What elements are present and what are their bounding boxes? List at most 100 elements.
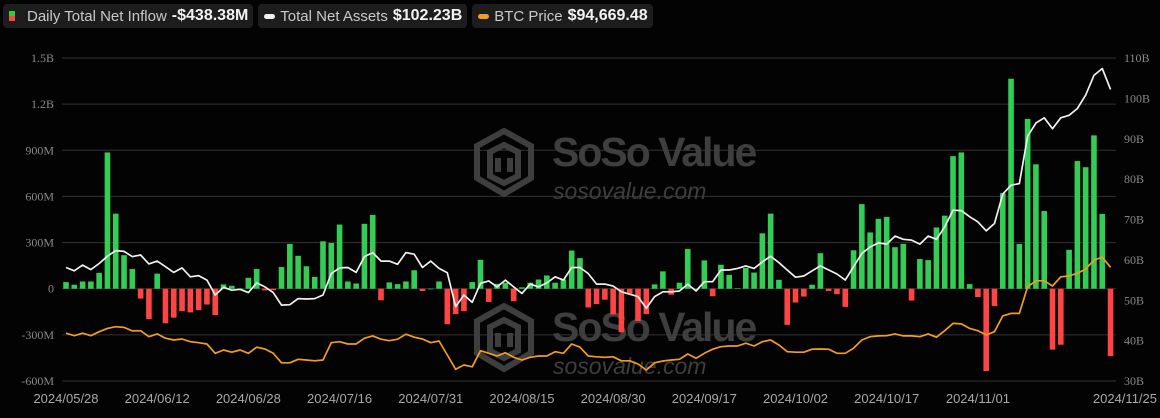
inflow-bar[interactable] [386,282,393,289]
inflow-bar[interactable] [1041,211,1048,289]
outflow-bar[interactable] [510,288,517,302]
outflow-bar[interactable] [485,288,492,302]
outflow-bar[interactable] [643,288,650,315]
inflow-bar[interactable] [469,282,476,289]
inflow-bar[interactable] [1008,78,1014,289]
inflow-bar[interactable] [245,277,252,289]
inflow-bar[interactable] [734,288,741,290]
inflow-bar[interactable] [701,260,708,289]
inflow-bar[interactable] [966,284,973,289]
inflow-bar[interactable] [121,255,127,289]
outflow-bar[interactable] [825,288,832,292]
inflow-bar[interactable] [726,274,732,289]
inflow-bar[interactable] [560,279,567,289]
inflow-bar[interactable] [568,250,575,289]
inflow-bar[interactable] [676,282,683,289]
outflow-bar[interactable] [908,288,915,301]
inflow-bar[interactable] [742,267,749,289]
outflow-bar[interactable] [784,288,791,325]
outflow-bar[interactable] [179,288,185,312]
outflow-bar[interactable] [419,288,426,292]
outflow-bar[interactable] [593,288,600,305]
outflow-bar[interactable] [610,288,616,315]
inflow-bar[interactable] [1024,118,1031,289]
inflow-bar[interactable] [817,253,824,289]
inflow-bar[interactable] [776,279,782,289]
outflow-bar[interactable] [1049,288,1056,350]
inflow-bar[interactable] [295,255,301,289]
inflow-bar[interactable] [1033,164,1039,289]
inflow-bar[interactable] [867,232,873,289]
inflow-bar[interactable] [1016,243,1023,289]
inflow-bar[interactable] [767,213,774,289]
outflow-bar[interactable] [162,288,169,324]
inflow-bar[interactable] [950,156,956,289]
legend-btc-price[interactable]: BTC Price $94,669.48 [472,4,653,28]
outflow-bar[interactable] [452,288,459,315]
inflow-bar[interactable] [345,281,351,289]
outflow-bar[interactable] [195,288,202,311]
inflow-bar[interactable] [278,267,285,289]
inflow-bar[interactable] [535,279,542,289]
outflow-bar[interactable] [378,288,384,301]
outflow-bar[interactable] [983,288,989,372]
inflow-bar[interactable] [328,243,335,289]
inflow-bar[interactable] [427,288,434,290]
inflow-bar[interactable] [229,285,235,289]
outflow-bar[interactable] [270,288,277,291]
inflow-bar[interactable] [917,259,923,289]
inflow-bar[interactable] [999,193,1006,289]
outflow-bar[interactable] [801,288,807,297]
inflow-bar[interactable] [303,266,310,289]
inflow-bar[interactable] [477,259,484,289]
outflow-bar[interactable] [1058,288,1064,345]
outflow-bar[interactable] [975,288,981,298]
inflow-bar[interactable] [850,250,857,289]
inflow-bar[interactable] [394,284,401,289]
inflow-bar[interactable] [651,284,658,289]
outflow-bar[interactable] [602,288,608,300]
inflow-bar[interactable] [411,270,417,289]
outflow-bar[interactable] [709,288,716,297]
inflow-bar[interactable] [933,227,940,289]
inflow-bar[interactable] [502,282,509,289]
legend-total-net-assets[interactable]: Total Net Assets $102.23B [258,4,468,28]
inflow-bar[interactable] [320,241,326,289]
inflow-bar[interactable] [96,272,102,289]
outflow-bar[interactable] [626,288,633,294]
inflow-bar[interactable] [809,284,815,289]
inflow-bar[interactable] [1074,161,1081,289]
inflow-bar[interactable] [684,248,691,289]
inflow-bar[interactable] [883,216,890,289]
outflow-bar[interactable] [842,288,849,307]
inflow-bar[interactable] [129,269,136,289]
inflow-bar[interactable] [751,272,757,289]
inflow-bar[interactable] [1091,135,1097,289]
outflow-bar[interactable] [991,288,998,307]
inflow-bar[interactable] [859,204,865,289]
outflow-bar[interactable] [137,288,144,299]
outflow-bar[interactable] [146,288,152,320]
outflow-bar[interactable] [212,288,219,316]
inflow-bar[interactable] [552,282,558,289]
outflow-bar[interactable] [635,288,641,322]
inflow-bar[interactable] [353,283,359,289]
outflow-bar[interactable] [461,288,467,312]
outflow-bar[interactable] [792,288,799,303]
inflow-bar[interactable] [287,243,293,289]
inflow-bar[interactable] [577,258,583,289]
inflow-bar[interactable] [253,269,260,289]
inflow-bar[interactable] [718,264,724,289]
inflow-bar[interactable] [941,215,948,289]
inflow-bar[interactable] [71,284,78,289]
outflow-bar[interactable] [834,288,840,295]
inflow-bar[interactable] [403,281,409,289]
inflow-bar[interactable] [1099,213,1106,289]
inflow-bar[interactable] [958,152,965,289]
inflow-bar[interactable] [436,281,442,289]
inflow-bar[interactable] [925,260,931,289]
inflow-bar[interactable] [63,282,69,289]
legend-daily-net-inflow[interactable]: Daily Total Net Inflow -$438.38M [3,4,254,28]
inflow-bar[interactable] [892,247,898,289]
inflow-bar[interactable] [527,282,534,289]
